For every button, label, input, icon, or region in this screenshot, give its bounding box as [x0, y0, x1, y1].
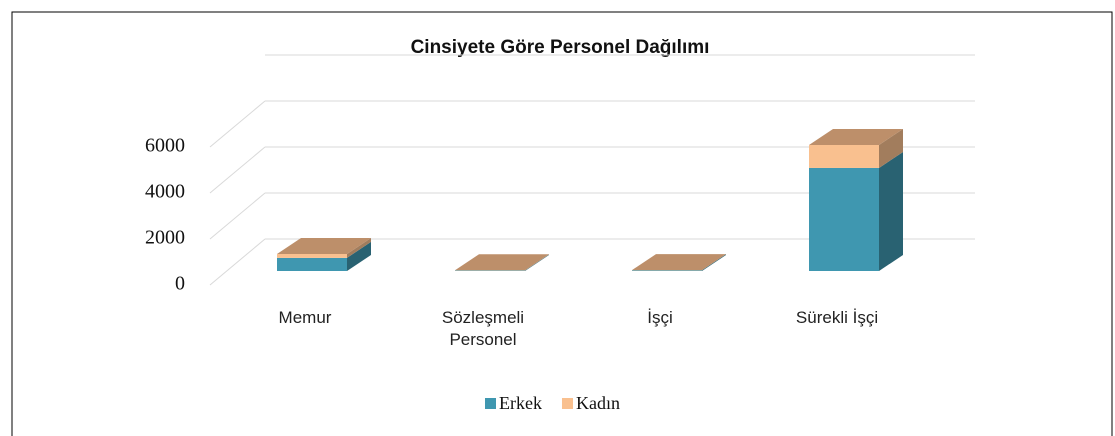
bar-side	[347, 241, 371, 271]
chart-title: Cinsiyete Göre Personel Dağılımı	[411, 37, 710, 58]
bar-top	[277, 237, 371, 254]
x-tick-label: İşçi	[647, 308, 673, 327]
bar-top	[809, 128, 903, 145]
bar-side	[702, 254, 726, 271]
x-tick-label: Sürekli İşçi	[795, 308, 879, 327]
x-tick-label: Memur	[278, 308, 332, 327]
y-tick-label: 2000	[145, 227, 185, 249]
bar-segment	[809, 167, 879, 271]
legend-swatch	[485, 398, 496, 409]
bar-segment	[277, 257, 347, 271]
y-tick-label: 6000	[145, 135, 185, 157]
bar-segment	[277, 253, 347, 258]
bar-side	[702, 254, 726, 271]
legend-label: Kadın	[576, 393, 620, 413]
bar-segment	[809, 144, 879, 168]
grid-line	[209, 146, 266, 194]
x-tick-label: Sözleşmeli Personel	[441, 308, 525, 349]
grid-line	[209, 192, 266, 240]
bar-top	[455, 254, 549, 271]
bar-side	[525, 254, 549, 271]
grid-line	[209, 238, 266, 286]
y-tick-label: 0	[175, 273, 185, 295]
legend-label: Erkek	[499, 393, 542, 413]
bar-segment	[632, 270, 702, 271]
bar-side	[347, 237, 371, 258]
bar-side	[879, 151, 903, 271]
bar-side	[879, 128, 903, 168]
y-tick-label: 4000	[145, 181, 185, 203]
bar-side	[525, 254, 549, 271]
grid-line	[209, 100, 266, 148]
bar-top	[632, 254, 726, 271]
legend-swatch	[561, 398, 573, 409]
chart-frame	[11, 11, 1113, 436]
